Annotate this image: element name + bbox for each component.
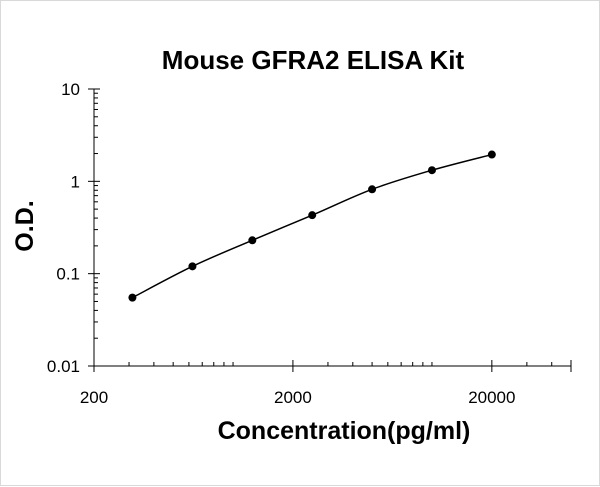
- data-point: [427, 166, 436, 175]
- y-axis-title: O.D.: [11, 200, 39, 251]
- data-point: [188, 262, 197, 271]
- x-tick-label: 200: [80, 388, 108, 407]
- x-ticks: 200 2000 20000: [80, 360, 572, 407]
- x-axis-title: Concentration(pg/ml): [218, 417, 471, 445]
- data-point: [248, 236, 257, 245]
- y-ticks: 0.01 0.1 1 10: [47, 80, 100, 376]
- chart-title: Mouse GFRA2 ELISA Kit: [162, 45, 465, 75]
- data-point: [128, 293, 137, 302]
- axes: 0.01 0.1 1 10 200 2000 20000: [47, 80, 572, 407]
- y-tick-label: 0.01: [47, 357, 80, 376]
- data-point: [368, 185, 377, 194]
- y-tick-label: 1: [71, 172, 80, 191]
- x-tick-label: 20000: [468, 388, 515, 407]
- y-tick-label: 10: [61, 80, 80, 99]
- data-point: [487, 150, 496, 159]
- fit-curve: [132, 153, 493, 299]
- data-point: [308, 211, 317, 220]
- x-tick-label: 2000: [274, 388, 312, 407]
- y-tick-label: 0.1: [56, 265, 80, 284]
- plot-area: [128, 150, 496, 302]
